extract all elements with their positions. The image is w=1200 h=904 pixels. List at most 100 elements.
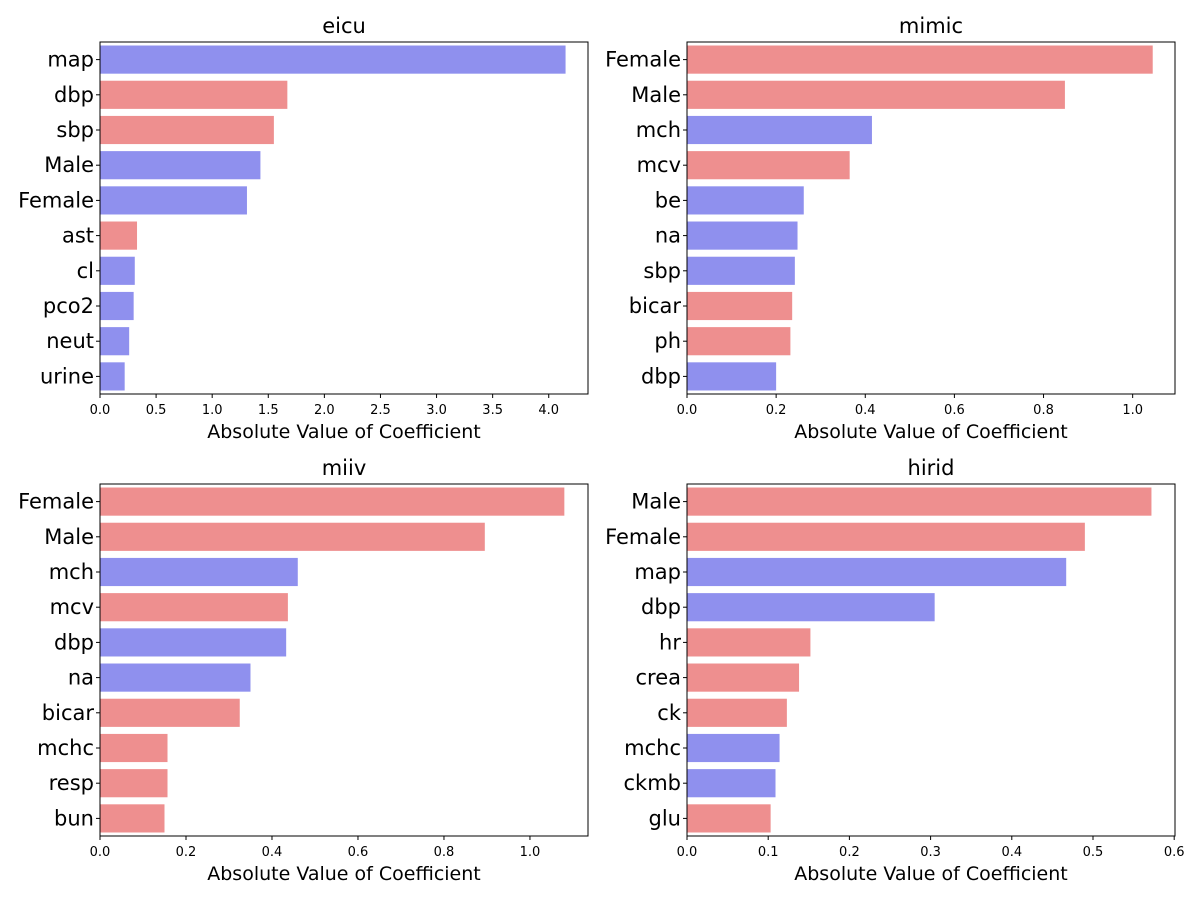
panel-title: eicu [322, 14, 366, 38]
x-tick-label: 0.8 [1033, 403, 1054, 418]
plot-frame [99, 483, 589, 837]
y-tick-label: na [655, 224, 681, 248]
x-tick-label: 0.2 [839, 845, 860, 860]
y-tick-label: bun [54, 806, 94, 830]
x-tick-label: 0.2 [766, 403, 787, 418]
y-tick-label: mcv [50, 595, 94, 619]
x-tick-label: 0.6 [348, 845, 369, 860]
bar-mchc [687, 733, 780, 763]
x-tick-label: 0.0 [677, 845, 698, 860]
x-tick-label: 4.0 [538, 403, 559, 418]
bar-Female [100, 186, 247, 215]
y-tick-label: mchc [624, 736, 681, 760]
y-tick-label: Female [18, 490, 94, 514]
plot-frame [99, 41, 589, 395]
bar-ast [100, 221, 138, 250]
y-tick-label: sbp [643, 259, 681, 283]
x-tick-label: 3.5 [482, 403, 503, 418]
bar-Female [687, 45, 1153, 74]
x-tick-label: 1.0 [520, 845, 541, 860]
y-tick-label: crea [635, 666, 681, 690]
bar-ckmb [687, 769, 776, 798]
x-axis-label: Absolute Value of Coefficient [207, 863, 481, 885]
panel-title: mimic [899, 14, 963, 38]
bar-mch [100, 557, 298, 587]
y-tick-label: bicar [42, 701, 95, 725]
y-tick-label: urine [40, 364, 94, 388]
bar-urine [100, 362, 125, 391]
y-tick-label: be [655, 188, 681, 212]
y-tick-label: Male [631, 490, 681, 514]
x-tick-label: 0.0 [90, 845, 111, 860]
bar-bun [100, 804, 165, 833]
bar-bicar [687, 291, 793, 321]
bar-Female [687, 522, 1085, 551]
x-tick-label: 3.0 [426, 403, 447, 418]
bar-sbp [687, 256, 795, 285]
bar-Female [100, 487, 565, 516]
x-tick-label: 0.0 [90, 403, 111, 418]
panel-hirid: Male Female map dbp hr crea ck mchc ckmb glu 0.0 0.… [605, 456, 1184, 885]
x-tick-label: 0.6 [944, 403, 965, 418]
x-tick-label: 1.5 [258, 403, 279, 418]
panel-mimic: Female Male mch mcv be na sbp bicar ph dbp 0.0 0.2 0… [605, 14, 1176, 443]
bar-be [687, 186, 804, 215]
bar-cl [100, 256, 135, 285]
bar-bicar [100, 698, 240, 727]
x-tick-label: 0.8 [434, 845, 455, 860]
y-tick-label: dbp [54, 630, 94, 654]
bar-dbp [100, 80, 288, 109]
bar-Male [687, 487, 1152, 516]
y-tick-label: ck [657, 701, 682, 725]
x-tick-label: 0.6 [1164, 845, 1185, 860]
bar-sbp [100, 115, 274, 145]
y-tick-label: dbp [641, 595, 681, 619]
y-tick-label: resp [49, 771, 94, 795]
bar-glu [687, 804, 771, 833]
panel-title: hirid [908, 456, 955, 480]
bar-Male [687, 80, 1065, 109]
y-tick-label: mchc [37, 736, 94, 760]
bar-na [687, 221, 798, 250]
y-tick-label: Female [605, 48, 681, 72]
bar-ck [687, 698, 787, 727]
y-tick-label: Male [44, 525, 94, 549]
y-tick-label: map [47, 48, 94, 72]
y-tick-label: sbp [56, 118, 94, 142]
x-tick-label: 2.0 [314, 403, 335, 418]
y-tick-label: ph [654, 329, 681, 353]
y-tick-label: ckmb [624, 771, 682, 795]
bar-crea [687, 663, 800, 692]
panel-title: miiv [322, 456, 367, 480]
bar-map [687, 557, 1067, 587]
x-tick-label: 1.0 [1122, 403, 1143, 418]
bar-dbp [687, 593, 935, 622]
bar-hr [687, 628, 811, 657]
y-tick-label: Female [18, 188, 94, 212]
x-tick-label: 0.5 [146, 403, 167, 418]
bar-Male [100, 151, 261, 180]
y-tick-label: mch [49, 560, 94, 584]
x-tick-label: 0.2 [176, 845, 197, 860]
x-tick-label: 0.0 [677, 403, 698, 418]
bar-neut [100, 327, 130, 356]
y-tick-label: ast [62, 224, 94, 248]
x-tick-label: 1.0 [202, 403, 223, 418]
panel-eicu: map dbp sbp Male Female ast cl pco2 neut urine 0.0… [18, 14, 589, 443]
panel-miiv: Female Male mch mcv dbp na bicar mchc resp bun 0.0… [18, 456, 589, 885]
y-tick-label: Male [44, 153, 94, 177]
bar-ph [687, 327, 791, 356]
x-tick-label: 2.5 [370, 403, 391, 418]
y-tick-label: na [68, 666, 94, 690]
y-tick-label: map [634, 560, 681, 584]
x-tick-label: 0.1 [758, 845, 779, 860]
bar-resp [100, 769, 168, 798]
y-tick-label: Female [605, 525, 681, 549]
y-tick-label: bicar [629, 294, 682, 318]
x-tick-label: 0.3 [920, 845, 941, 860]
x-axis-label: Absolute Value of Coefficient [207, 421, 481, 443]
x-tick-label: 0.4 [855, 403, 876, 418]
y-tick-label: pco2 [43, 294, 94, 318]
